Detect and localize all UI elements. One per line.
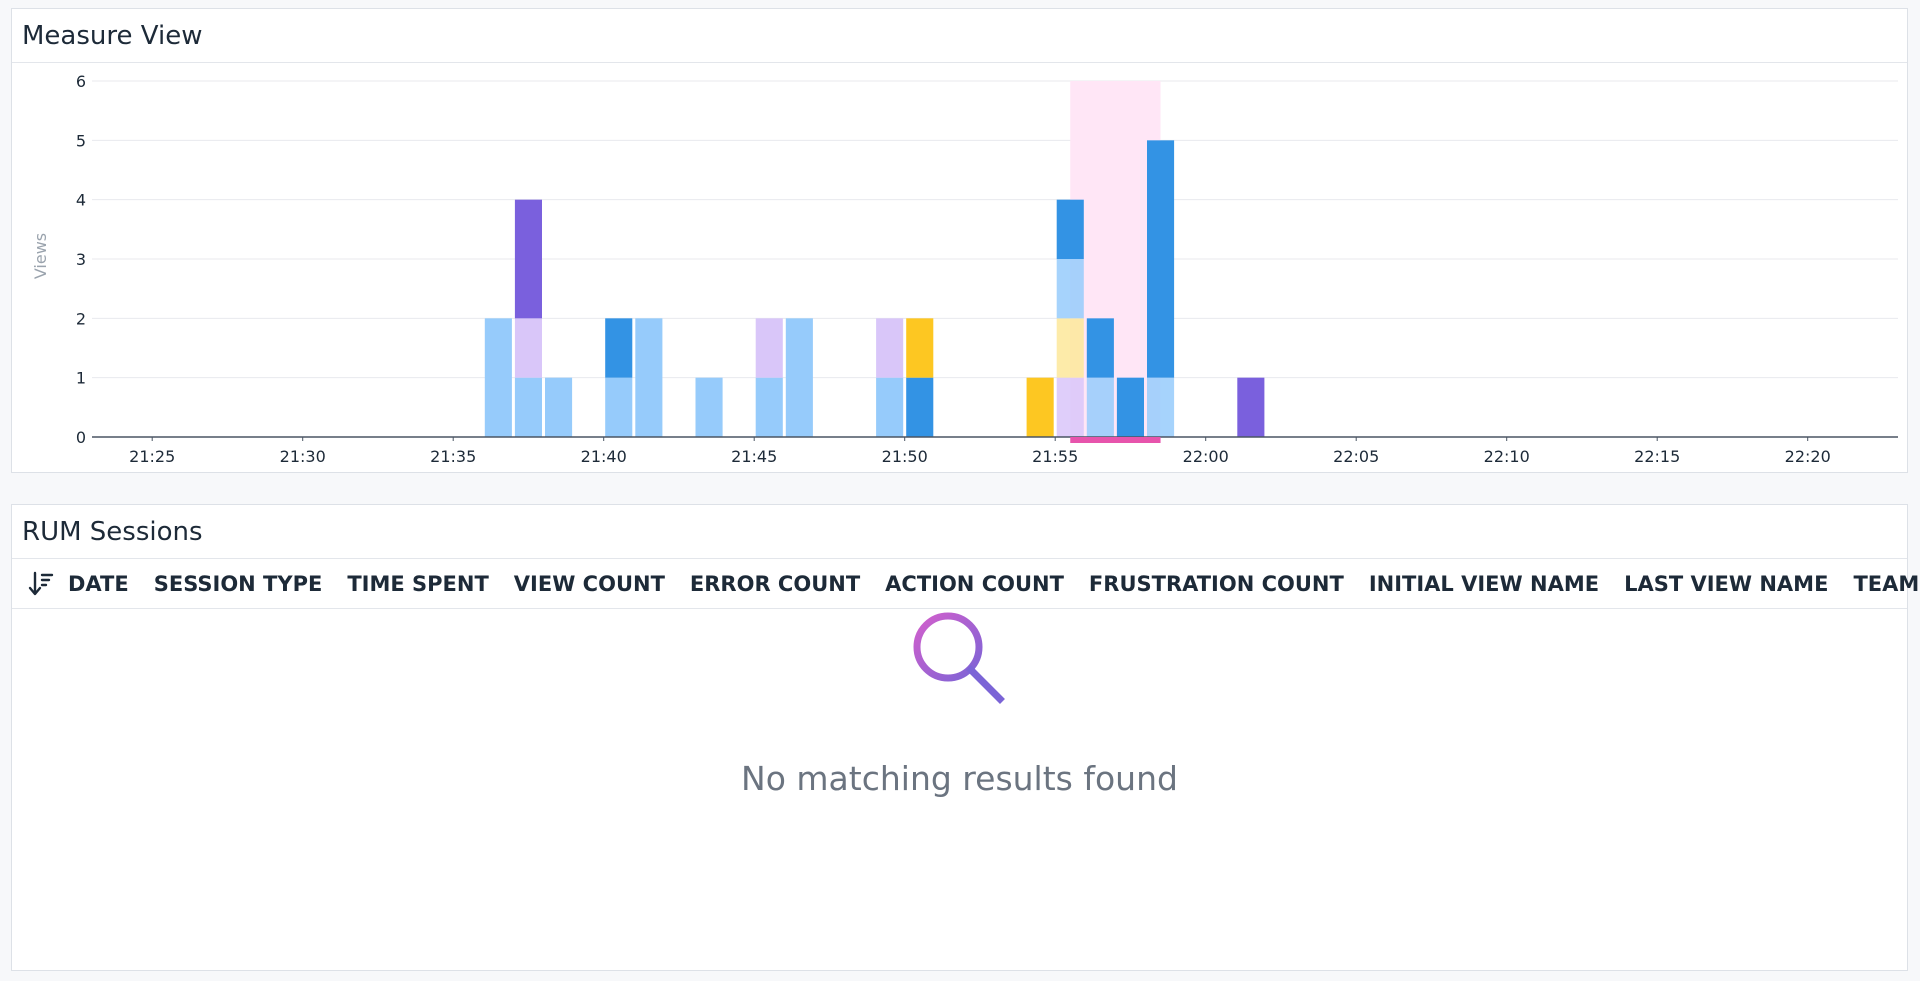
bar-segment: [514, 318, 542, 378]
bar-segment: [635, 318, 663, 437]
bar-segment: [876, 377, 904, 437]
y-tick-label: 1: [76, 369, 86, 388]
column-header-date[interactable]: DATE: [68, 571, 129, 596]
x-tick-label: 21:30: [280, 447, 326, 466]
empty-message: No matching results found: [741, 759, 1178, 798]
bar-segment: [1026, 377, 1054, 437]
x-tick-label: 22:10: [1484, 447, 1530, 466]
panel-title: RUM Sessions: [22, 516, 203, 547]
bar-segment: [1116, 377, 1144, 437]
bar-segment: [1056, 199, 1084, 259]
bar-segment: [1237, 377, 1265, 437]
rum-sessions-header: RUM Sessions: [12, 505, 1907, 559]
x-tick-label: 21:55: [1032, 447, 1078, 466]
bar-segment: [1086, 377, 1114, 437]
column-header-initial-view-name[interactable]: INITIAL VIEW NAME: [1368, 571, 1600, 596]
sort-descending-icon[interactable]: [28, 569, 54, 599]
measure-view-panel: Measure View 0 1 2 3 4 5 6 21:25 21:30 21:35 21:40…: [11, 8, 1908, 473]
y-tick-label: 6: [76, 72, 86, 91]
table-header-row: DATE SESSION TYPE TIME SPENT VIEW COUNT ERRO…: [12, 559, 1920, 609]
x-tick-label: 21:45: [731, 447, 777, 466]
bar-segment: [484, 318, 512, 437]
bar-segment: [1056, 318, 1084, 378]
rum-sessions-panel: RUM Sessions DATE SESSION TYPE TIME SPENT V…: [11, 504, 1920, 971]
y-tick-label: 2: [76, 309, 86, 328]
column-header-teams[interactable]: TEAMS: [1853, 571, 1920, 596]
bar-segment: [876, 318, 904, 378]
bar-segment: [755, 318, 783, 378]
bar-segment: [1147, 140, 1175, 378]
bar-segment: [545, 377, 573, 437]
panel-title: Measure View: [22, 20, 203, 51]
bar-segment: [785, 318, 813, 437]
selection-range-bar: [1070, 437, 1161, 443]
search-icon: [913, 612, 1005, 704]
column-header-view-count[interactable]: VIEW COUNT: [513, 571, 665, 596]
x-tick-label: 21:35: [430, 447, 476, 466]
y-tick-label: 0: [76, 428, 86, 447]
measure-view-header: Measure View: [12, 9, 1907, 63]
bar-segment: [605, 318, 633, 378]
x-tick-label: 22:05: [1333, 447, 1379, 466]
column-header-session-type[interactable]: SESSION TYPE: [153, 571, 323, 596]
empty-state: No matching results found: [12, 609, 1907, 798]
column-header-error-count[interactable]: ERROR COUNT: [689, 571, 861, 596]
x-tick-label: 22:15: [1634, 447, 1680, 466]
y-axis-title: Views: [31, 233, 50, 279]
column-header-frustration-count[interactable]: FRUSTRATION COUNT: [1088, 571, 1344, 596]
x-tick-label: 22:20: [1785, 447, 1831, 466]
bar-segment: [1086, 318, 1114, 378]
views-bar-chart[interactable]: 0 1 2 3 4 5 6 21:25 21:30 21:35 21:40 21:45 21:50 21:…: [12, 63, 1907, 472]
bar-segment: [514, 199, 542, 319]
x-tick-label: 21:50: [882, 447, 928, 466]
y-tick-label: 3: [76, 250, 86, 269]
bar-segment: [1056, 259, 1084, 319]
bar-segment: [695, 377, 723, 437]
column-header-time-spent[interactable]: TIME SPENT: [347, 571, 489, 596]
bar-segment: [755, 377, 783, 437]
bar-segment: [1147, 377, 1175, 437]
bar-segment: [1056, 377, 1084, 437]
y-tick-label: 4: [76, 191, 86, 210]
y-tick-label: 5: [76, 131, 86, 150]
column-header-last-view-name[interactable]: LAST VIEW NAME: [1624, 571, 1829, 596]
bar-segment: [605, 377, 633, 437]
selection-highlight: [1070, 81, 1161, 437]
bar-segment: [906, 377, 934, 437]
bar-segment: [906, 318, 934, 378]
x-tick-label: 21:40: [581, 447, 627, 466]
column-header-action-count[interactable]: ACTION COUNT: [885, 571, 1064, 596]
x-tick-label: 22:00: [1183, 447, 1229, 466]
x-tick-label: 21:25: [129, 447, 175, 466]
bar-segment: [514, 377, 542, 437]
